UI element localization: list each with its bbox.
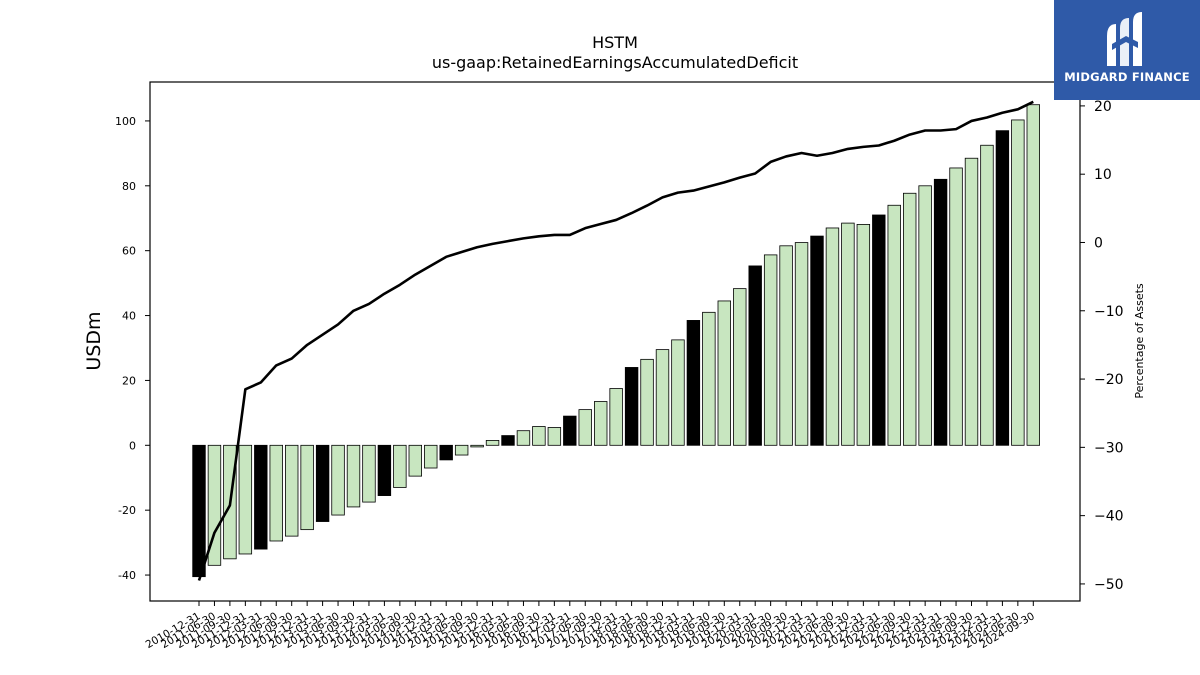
bar [578, 409, 592, 446]
left-tick-label: -40 [118, 569, 136, 582]
bar [825, 227, 840, 446]
bar [238, 444, 253, 555]
chart-subtitle: us-gaap:RetainedEarningsAccumulatedDefic… [432, 53, 798, 72]
bar [872, 214, 886, 446]
bar [501, 435, 515, 446]
bar [594, 401, 608, 446]
bar [516, 430, 531, 446]
bar [702, 311, 716, 446]
bar [748, 265, 762, 446]
bar [810, 235, 824, 446]
bar [933, 178, 948, 446]
bar [964, 157, 979, 446]
bar [903, 192, 917, 446]
left-tick-label: 60 [122, 245, 136, 258]
bar [995, 130, 1010, 446]
bar [346, 444, 361, 508]
bar [624, 367, 639, 446]
bar [779, 245, 793, 446]
left-tick-label: 80 [122, 180, 136, 193]
bar [393, 444, 407, 488]
bar [532, 426, 546, 446]
left-tick-label: 0 [129, 439, 136, 452]
percentage-of-assets-line [197, 100, 1034, 581]
bar [269, 444, 283, 542]
right-tick-label: −30 [1094, 440, 1124, 456]
bar [918, 185, 932, 446]
bar [1011, 119, 1025, 446]
bar [362, 444, 376, 503]
bar [377, 444, 392, 496]
bar [547, 427, 562, 446]
chart-title: HSTM [592, 33, 638, 52]
bar [841, 222, 855, 446]
bar [563, 415, 577, 446]
left-tick-label: 40 [122, 310, 136, 323]
right-tick-label: −40 [1094, 509, 1124, 525]
right-tick-label: −10 [1094, 304, 1124, 320]
left-tick-label: 20 [122, 374, 136, 387]
bar [331, 444, 345, 516]
y2-axis-label: Percentage of Assets [1133, 283, 1146, 399]
bar [470, 444, 484, 448]
right-tick-label: 0 [1094, 235, 1103, 251]
bar [794, 242, 809, 446]
bar [887, 204, 901, 446]
bar [1026, 104, 1041, 446]
left-tick-label: -20 [118, 504, 136, 517]
bar [439, 444, 453, 461]
plot-frame [149, 81, 1081, 602]
bar [454, 444, 469, 456]
bar [717, 300, 732, 446]
bar [485, 440, 500, 446]
bar [640, 358, 654, 446]
bar [609, 388, 623, 446]
bar [763, 254, 778, 446]
right-tick-label: −50 [1094, 577, 1124, 593]
bar [856, 223, 871, 446]
bar-series [192, 104, 1041, 578]
bar [424, 444, 438, 469]
bar [655, 349, 670, 446]
bar [207, 444, 222, 566]
bar [315, 444, 330, 522]
midgard-m-logo-icon [1107, 12, 1142, 66]
bar [980, 144, 994, 446]
left-tick-label: 100 [115, 115, 136, 128]
bar [949, 167, 963, 446]
y-axis-label: USDm [83, 311, 105, 370]
right-tick-label: 20 [1094, 99, 1112, 115]
line-series [197, 100, 1034, 581]
bar [733, 288, 747, 446]
bar [300, 444, 314, 531]
left-axis-ticks: -40 -20 0 20 40 60 80 100 [115, 115, 150, 582]
brand-logo: MIDGARD FINANCE [1054, 0, 1200, 100]
bar [254, 444, 268, 550]
bar [284, 444, 299, 537]
right-axis-ticks: −50 −40 −30 −20 −10 0 10 20 [1080, 99, 1124, 593]
right-tick-label: −20 [1094, 372, 1124, 388]
bar [671, 339, 685, 446]
x-axis-ticks: 2010-12-312011-06-302011-09-302011-12-31… [144, 601, 1037, 651]
right-tick-label: 10 [1094, 167, 1112, 183]
bar [686, 320, 701, 446]
bar [192, 444, 206, 578]
brand-name: MIDGARD FINANCE [1064, 70, 1190, 84]
bar [408, 444, 423, 477]
